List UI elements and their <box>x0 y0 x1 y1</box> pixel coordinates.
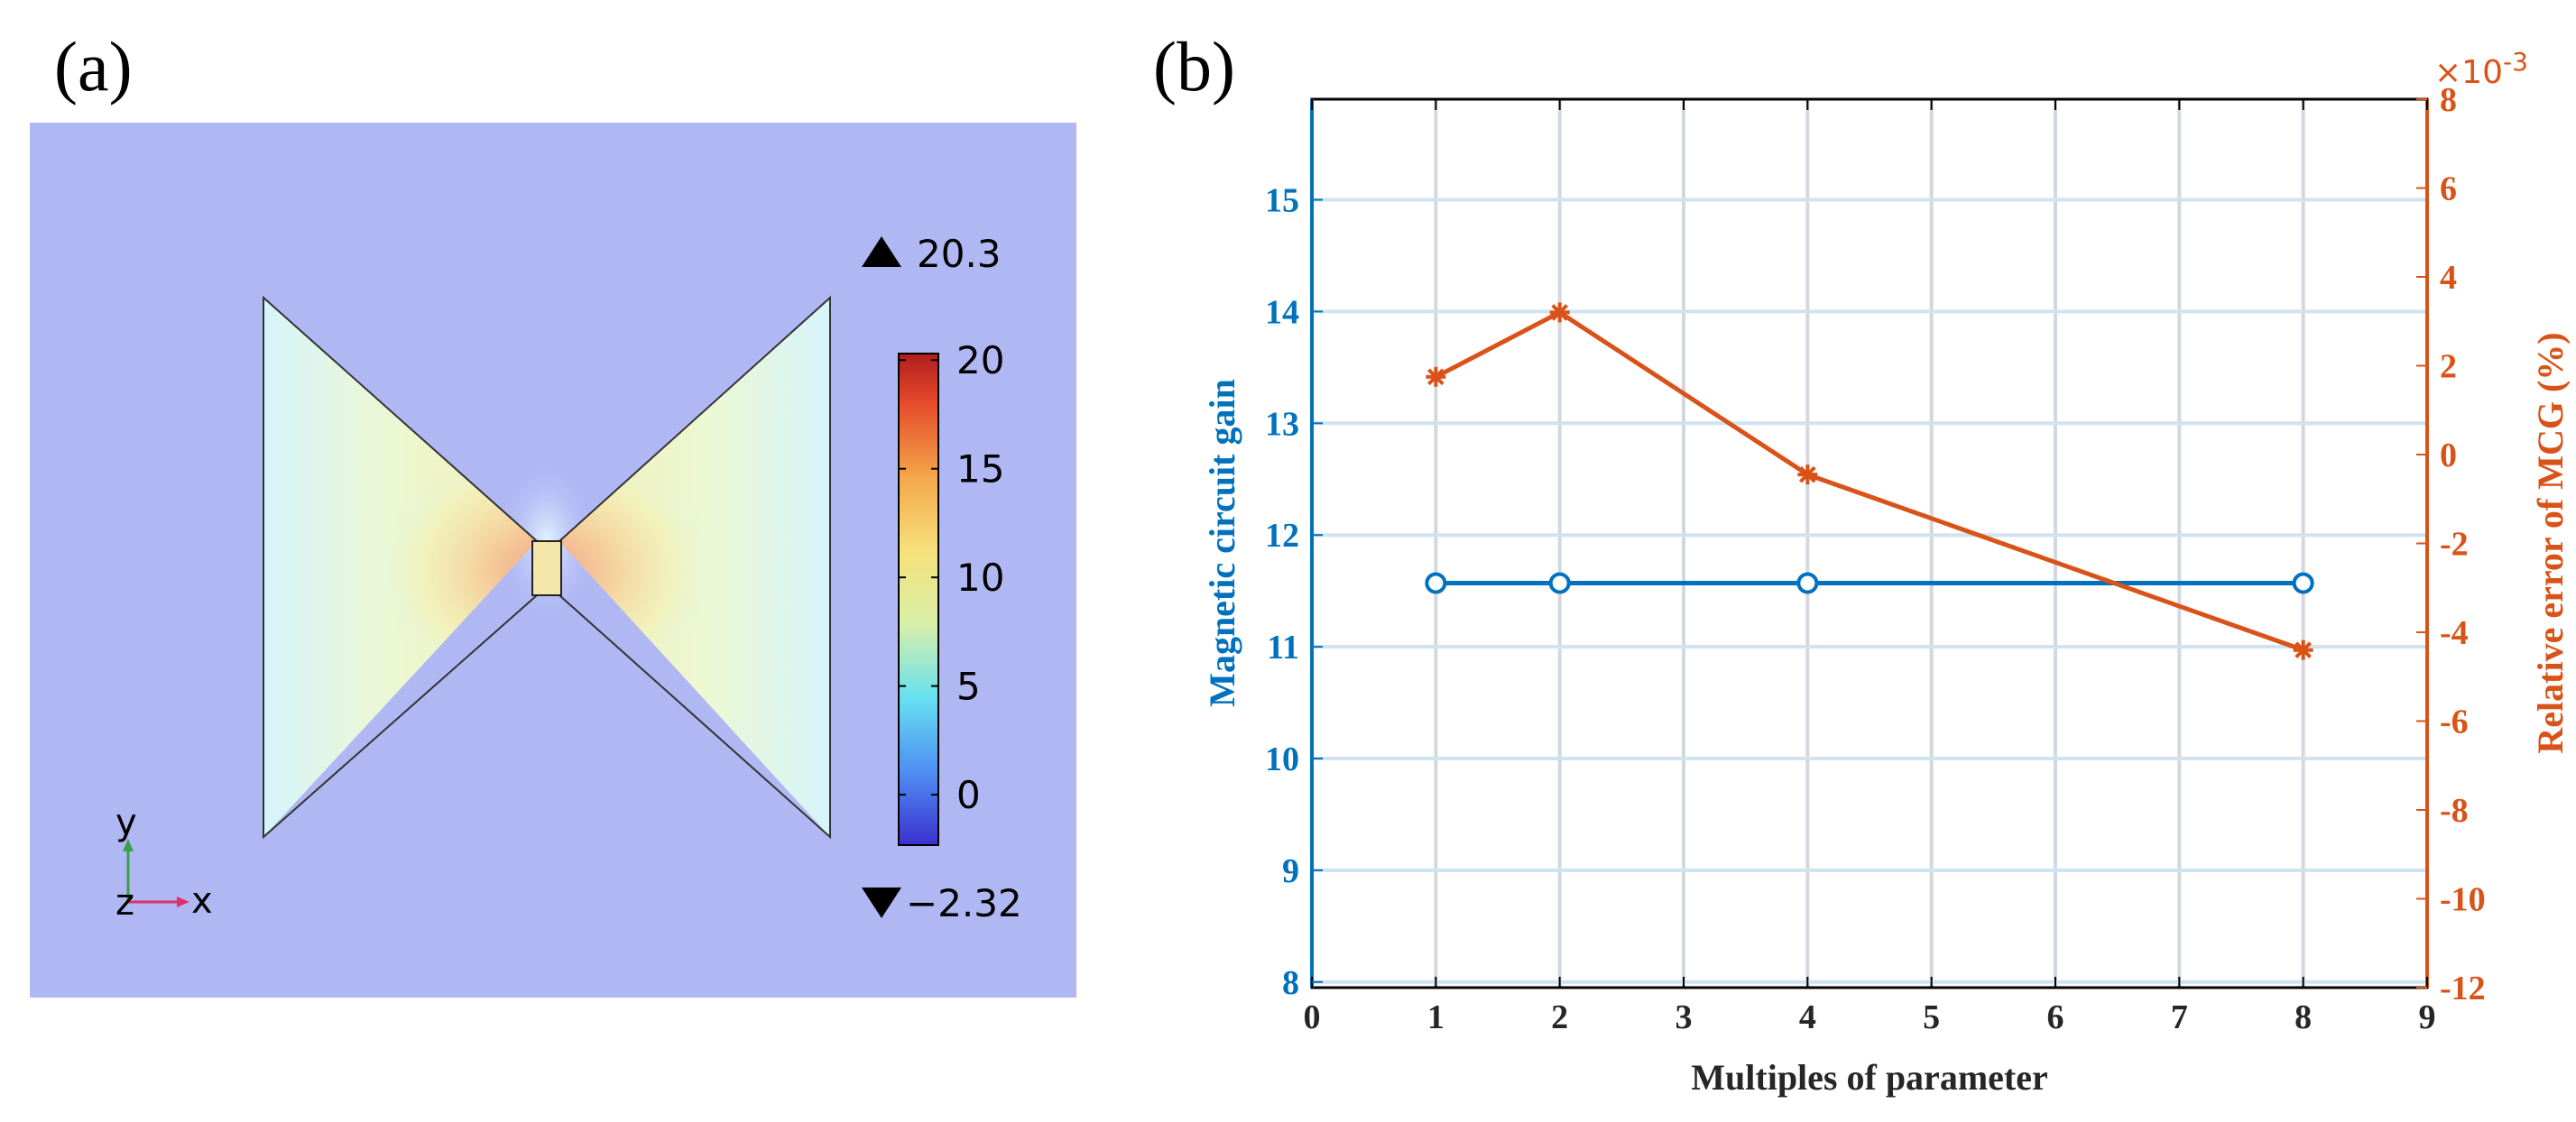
panel-a-label: (a) <box>54 27 133 106</box>
multiplier-exponent: -3 <box>2503 47 2528 77</box>
colorbar-ticks: 20 15 10 5 0 <box>899 338 1004 817</box>
data-point-circle <box>1796 572 1819 594</box>
y-left-tick-label: 12 <box>1265 517 1299 555</box>
y-right-tick-label: 6 <box>2440 170 2457 208</box>
data-point-circle <box>2292 572 2314 594</box>
colorbar-min-label: −2.32 <box>906 881 1022 925</box>
x-tick-label: 4 <box>1799 998 1816 1036</box>
asterisk-stroke <box>1426 368 1445 386</box>
y-left-tick-label: 15 <box>1265 182 1299 220</box>
min-triangle-icon <box>862 887 901 918</box>
colorbar-tick-label: 20 <box>956 338 1004 382</box>
triad-y-label: y <box>115 802 137 843</box>
y-right-tick-label: -12 <box>2440 970 2486 1007</box>
series-line-right <box>1435 309 2304 653</box>
panel-b-label: (b) <box>1153 27 1235 106</box>
y-right-tick-label: -10 <box>2440 881 2486 919</box>
x-tick-label: 5 <box>1923 998 1940 1036</box>
x-tick-label: 7 <box>2171 998 2188 1036</box>
y-right-tick-label: 0 <box>2440 437 2457 474</box>
asterisk-stroke <box>1798 465 1816 483</box>
y-left-tick-label: 14 <box>1265 293 1299 331</box>
colorbar-tick-label: 10 <box>956 556 1004 600</box>
data-point-asterisk <box>1426 366 1446 387</box>
y-left-ticks: 8 9 10 11 12 13 14 15 <box>1265 182 1323 1002</box>
triad-x-label: x <box>191 880 213 922</box>
x-tick-label: 8 <box>2294 998 2312 1036</box>
y-right-tick-label: -6 <box>2440 704 2469 741</box>
y-right-ticks: 8 6 4 2 0 -2 -4 -6 -8 -10 -12 <box>2416 81 2486 1007</box>
x-tick-label: 2 <box>1551 998 1568 1036</box>
plot-frame <box>1310 97 2429 989</box>
y-left-tick-label: 13 <box>1265 405 1299 443</box>
series-layer <box>1425 302 2314 660</box>
x-tick-label: 6 <box>2047 998 2064 1036</box>
y-right-multiplier: ×10-3 <box>2434 47 2528 91</box>
y-left-tick-label: 8 <box>1282 964 1299 1002</box>
y-right-tick-label: 8 <box>2440 81 2457 119</box>
y-left-tick-label: 10 <box>1265 740 1299 778</box>
colorbar-tick-label: 0 <box>956 773 981 817</box>
y-right-axis-label: Relative error of MCG (%) <box>2530 332 2571 753</box>
colorbar-tick-label: 15 <box>956 447 1004 492</box>
data-point-circle <box>1425 572 1447 594</box>
data-point-circle <box>1548 572 1571 594</box>
y-right-tick-label: 4 <box>2440 259 2457 297</box>
gap-element <box>531 540 562 596</box>
asterisk-stroke <box>1551 304 1569 321</box>
triad-z-label: z <box>115 882 134 924</box>
y-left-tick-label: 9 <box>1282 852 1299 890</box>
y-right-tick-label: -4 <box>2440 614 2469 652</box>
colorbar-gradient <box>898 353 939 846</box>
x-tick-label: 3 <box>1676 998 1693 1036</box>
y-left-axis-label: Magnetic circuit gain <box>1202 379 1242 707</box>
colorbar-max-label: 20.3 <box>917 232 1002 276</box>
y-right-tick-label: -2 <box>2440 526 2469 564</box>
colorbar-tick-label: 5 <box>956 665 981 709</box>
colorbar: 20.3 20 15 10 5 0 −2.32 <box>862 232 1022 925</box>
y-left-tick-label: 11 <box>1267 629 1299 667</box>
asterisk-stroke <box>2294 641 2313 659</box>
x-axis-ticks: 0 1 2 3 4 5 6 7 8 9 <box>1304 99 2436 1036</box>
data-point-asterisk <box>2293 639 2313 660</box>
x-tick-label: 9 <box>2419 998 2436 1036</box>
x-tick-label: 1 <box>1427 998 1445 1036</box>
max-triangle-icon <box>862 236 901 267</box>
data-point-asterisk <box>1797 464 1818 485</box>
x-axis-label: Multiples of parameter <box>1691 1057 2047 1098</box>
data-point-asterisk <box>1549 302 1570 323</box>
y-right-tick-label: 2 <box>2440 348 2457 386</box>
axis-triad: y z x <box>115 802 213 924</box>
y-right-tick-label: -8 <box>2440 792 2469 830</box>
multiplier-base: ×10 <box>2434 54 2503 91</box>
grid <box>1310 99 2429 988</box>
x-tick-label: 0 <box>1304 998 1321 1036</box>
